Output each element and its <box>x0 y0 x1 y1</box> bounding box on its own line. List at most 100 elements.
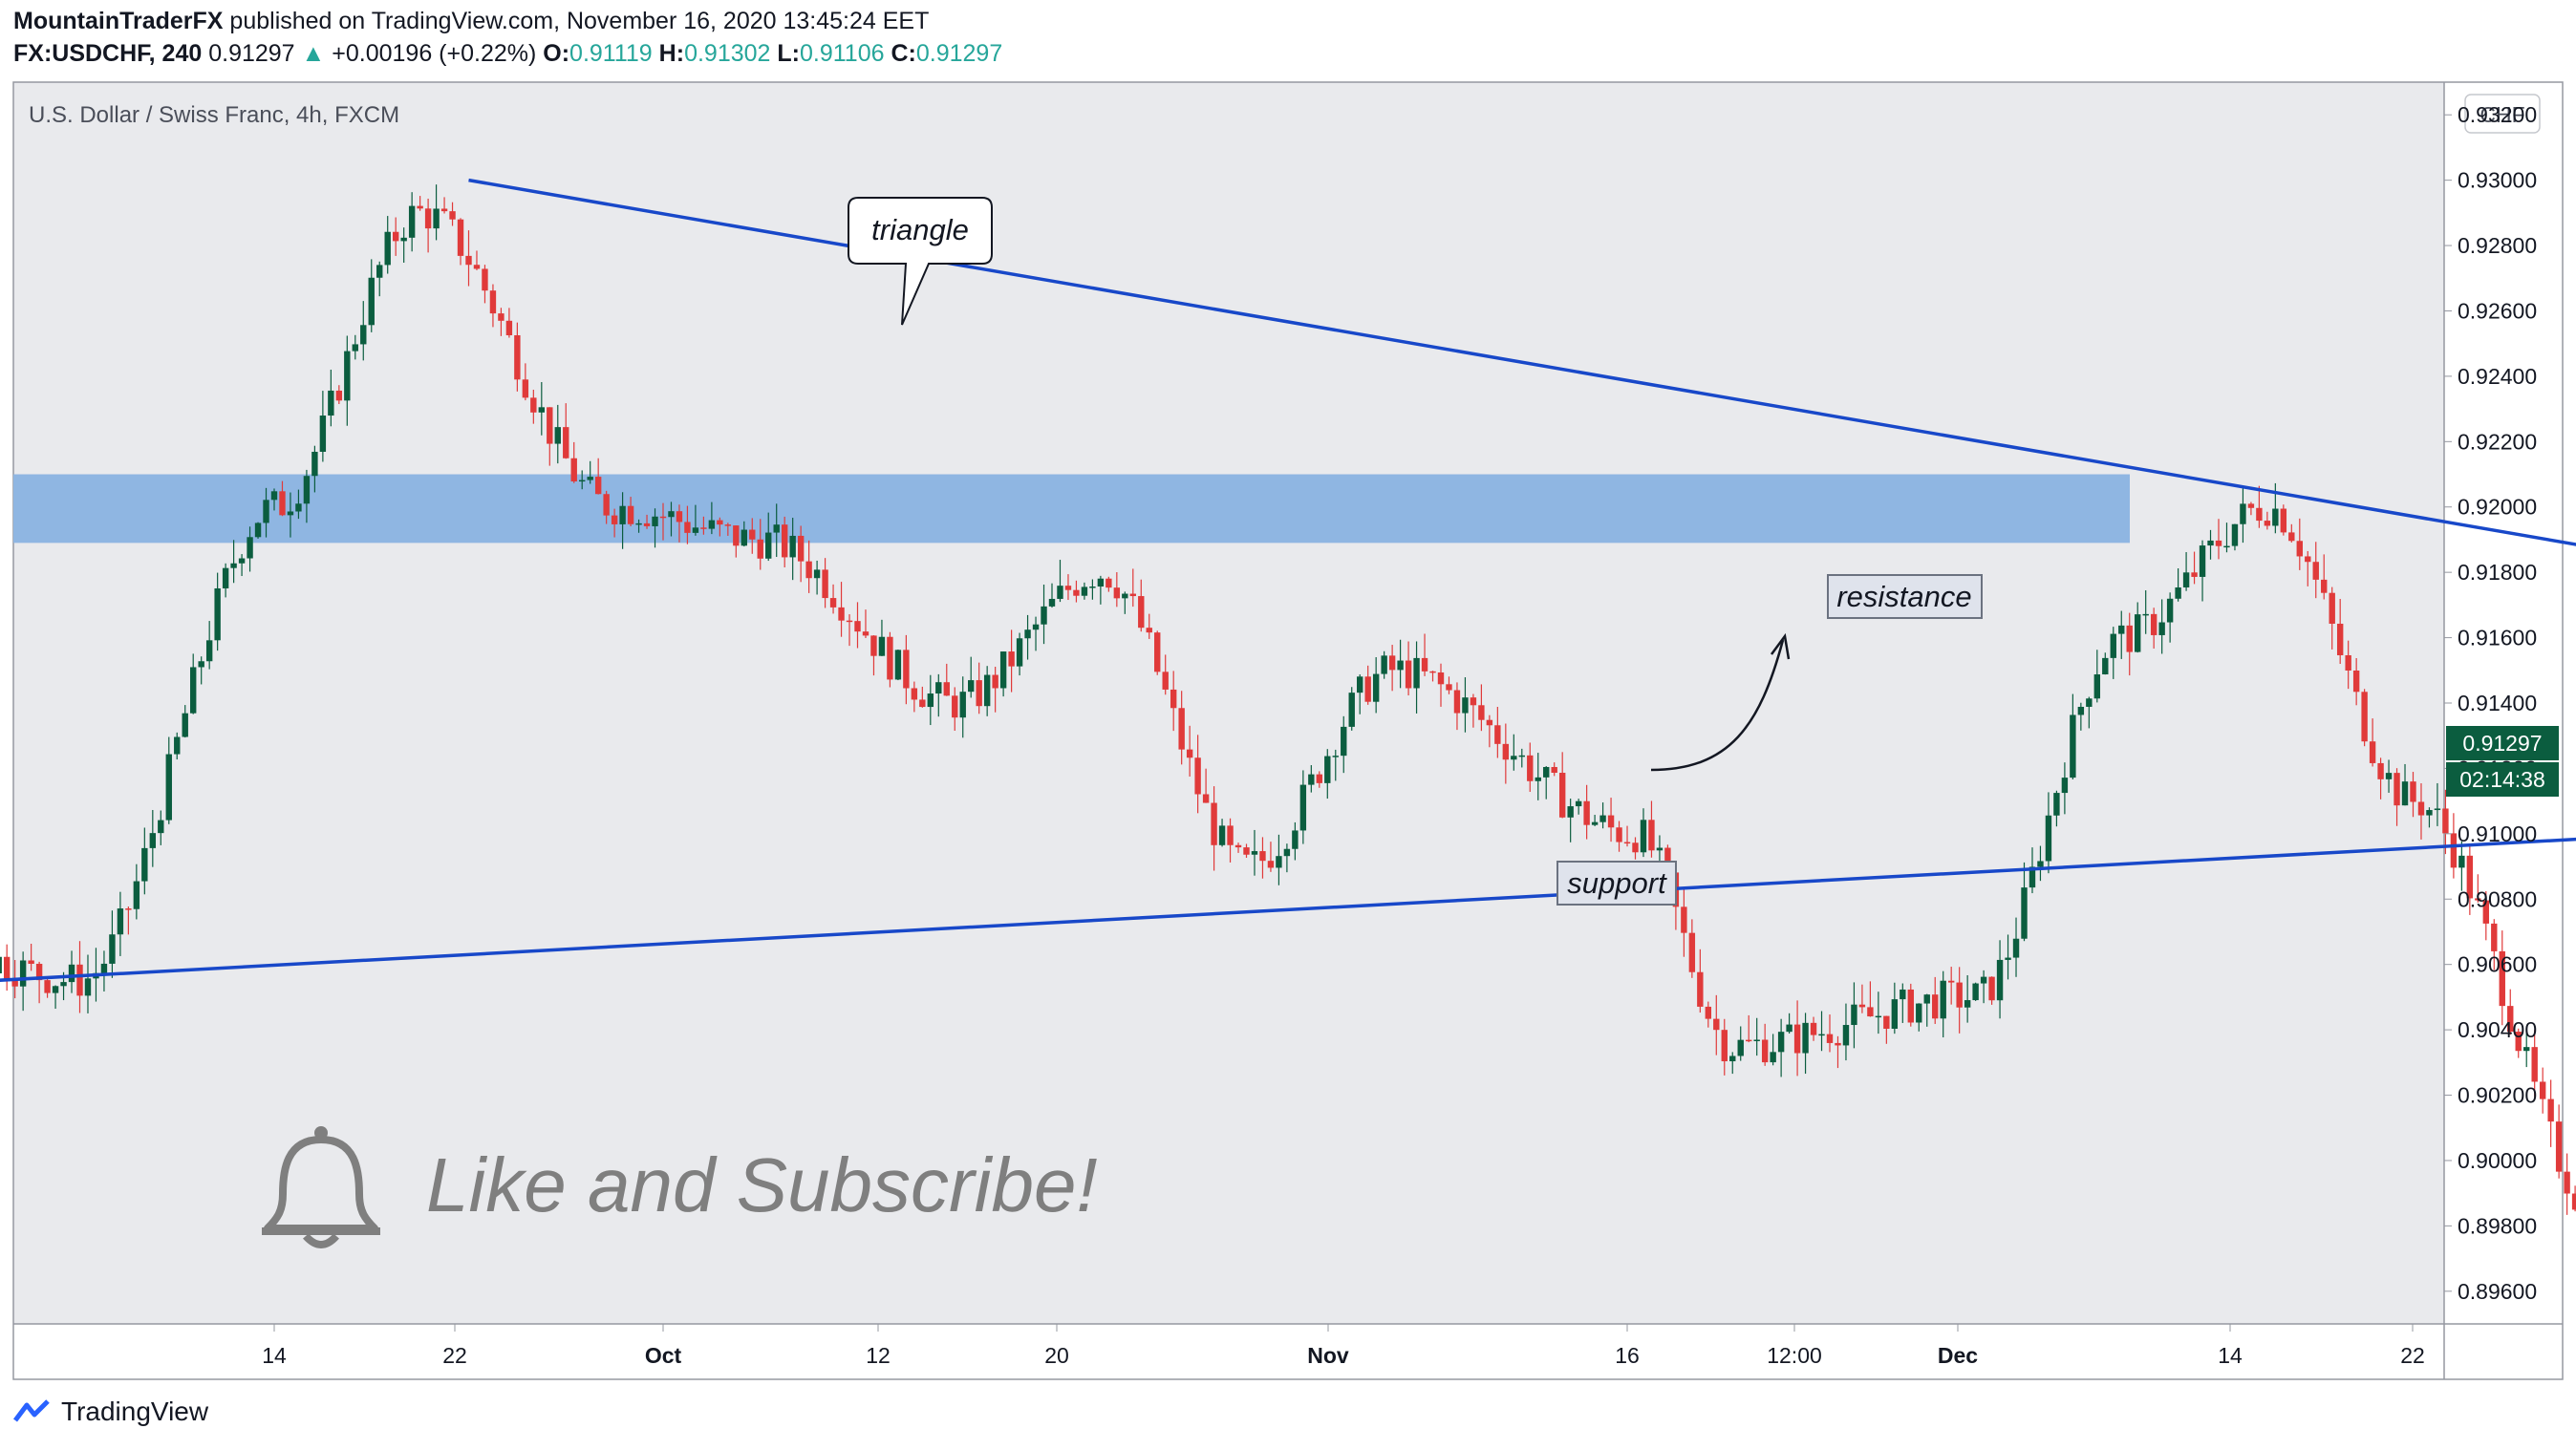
candle-down <box>887 636 893 680</box>
candle-up <box>68 964 75 983</box>
candle-down <box>1664 847 1671 873</box>
candle-down <box>2482 900 2490 924</box>
candle-down <box>1883 1015 1890 1030</box>
candle-down <box>489 290 497 314</box>
chart-title: U.S. Dollar / Swiss Franc, 4h, FXCM <box>29 102 399 128</box>
candle-down <box>952 695 958 718</box>
candle-up <box>999 651 1007 689</box>
candle-down <box>35 964 43 981</box>
candle-down <box>684 522 691 533</box>
candle-up <box>894 650 902 680</box>
change-up-icon: ▲ <box>301 40 326 67</box>
candle-up <box>2401 781 2409 806</box>
resistance-label-box[interactable] <box>1827 574 1983 619</box>
candle-up <box>1357 676 1363 693</box>
candle-down <box>2499 950 2505 1007</box>
candle-down <box>1227 825 1234 845</box>
triangle-callout-box[interactable] <box>848 197 993 326</box>
candle-down <box>28 960 34 965</box>
candle-down <box>2515 1032 2522 1052</box>
candle-up <box>109 934 116 964</box>
candle-down <box>1761 1039 1769 1063</box>
candle-down <box>465 255 472 266</box>
candle-up <box>238 558 246 564</box>
candle-down <box>1632 842 1639 853</box>
candle-up <box>1729 1056 1736 1062</box>
candle-down <box>1502 743 1510 760</box>
price-tick-label: 0.93000 <box>2458 168 2537 193</box>
candle-down <box>2256 507 2263 522</box>
time-axis-area[interactable] <box>13 1324 2444 1379</box>
candle-up <box>1518 755 1525 757</box>
candle-down <box>854 621 861 632</box>
ohlc-legend: FX:USDCHF, 240 0.91297 ▲ +0.00196 (+0.22… <box>13 40 1002 68</box>
price-tick-label: 0.92200 <box>2458 429 2537 454</box>
candle-up <box>1923 994 1930 1004</box>
author-name[interactable]: MountainTraderFX <box>13 8 224 34</box>
candle-down <box>717 520 723 525</box>
candle-down <box>1106 578 1112 588</box>
upper-trendline[interactable] <box>468 178 2576 769</box>
candle-up <box>205 640 213 662</box>
plot-area[interactable] <box>13 82 2444 1324</box>
candle-down <box>1932 994 1939 1019</box>
candle-up <box>158 820 164 834</box>
candle-up <box>1777 1032 1785 1053</box>
lower-trendline[interactable] <box>0 768 2576 996</box>
high-label: H: <box>658 40 685 67</box>
candle-up <box>2053 793 2060 816</box>
price-tick-label: 0.89800 <box>2458 1213 2537 1238</box>
candle-down <box>2305 556 2311 563</box>
symbol-label: FX:USDCHF, 240 <box>13 40 203 67</box>
candle-down <box>449 211 456 220</box>
candle-down <box>1527 755 1534 781</box>
low-label: L: <box>777 40 800 67</box>
candle-up <box>230 563 237 568</box>
candle-down <box>1146 628 1152 633</box>
candle-down <box>1186 749 1193 758</box>
candle-down <box>1607 815 1615 828</box>
last-price-marker[interactable] <box>2446 726 2559 760</box>
price-tick-label: 0.92800 <box>2458 233 2537 258</box>
price-tick-label: 0.91400 <box>2458 691 2537 715</box>
price-axis-area[interactable] <box>2444 82 2563 1324</box>
candle-down <box>1486 719 1493 726</box>
candle-down <box>992 674 998 689</box>
candle-down <box>1478 705 1485 720</box>
candle-down <box>2352 670 2360 693</box>
resistance-zone[interactable] <box>13 474 2130 544</box>
price-chart[interactable]: triangle resistance support Like and Sub… <box>0 0 2576 1385</box>
currency-badge[interactable] <box>2464 94 2541 134</box>
candle-down <box>514 334 521 380</box>
time-tick-label: 12 <box>866 1343 891 1368</box>
tradingview-brand[interactable]: TradingView <box>13 1397 208 1427</box>
candle-up <box>1575 800 1582 807</box>
candle-down <box>749 529 756 540</box>
candle-down <box>1616 827 1622 842</box>
candle-up <box>968 680 975 693</box>
candle-up <box>1081 586 1088 596</box>
candle-up <box>1535 777 1541 781</box>
candle-down <box>659 516 667 519</box>
high-value: 0.91302 <box>684 40 771 67</box>
candle-down <box>594 477 602 495</box>
bell-icon[interactable] <box>262 1126 380 1248</box>
candle-up <box>1308 774 1315 785</box>
candle-up <box>1972 983 1979 1001</box>
candle-down <box>1793 1024 1801 1054</box>
candle-up <box>2086 698 2093 707</box>
candle-down <box>781 524 788 558</box>
candle-down <box>335 390 343 401</box>
candle-up <box>2021 887 2028 939</box>
candle-up <box>2207 540 2214 546</box>
forecast-arrow[interactable] <box>1650 639 1785 772</box>
forecast-arrowhead-icon <box>1770 632 1791 660</box>
candle-up <box>295 503 302 512</box>
candle-up <box>1381 655 1387 674</box>
candle-down <box>1867 1007 1874 1017</box>
candle-down <box>1138 596 1145 629</box>
candle-up <box>2142 613 2149 616</box>
support-label-box[interactable] <box>1556 861 1677 906</box>
last-price: 0.91297 <box>208 40 295 67</box>
candle-up <box>376 265 383 278</box>
